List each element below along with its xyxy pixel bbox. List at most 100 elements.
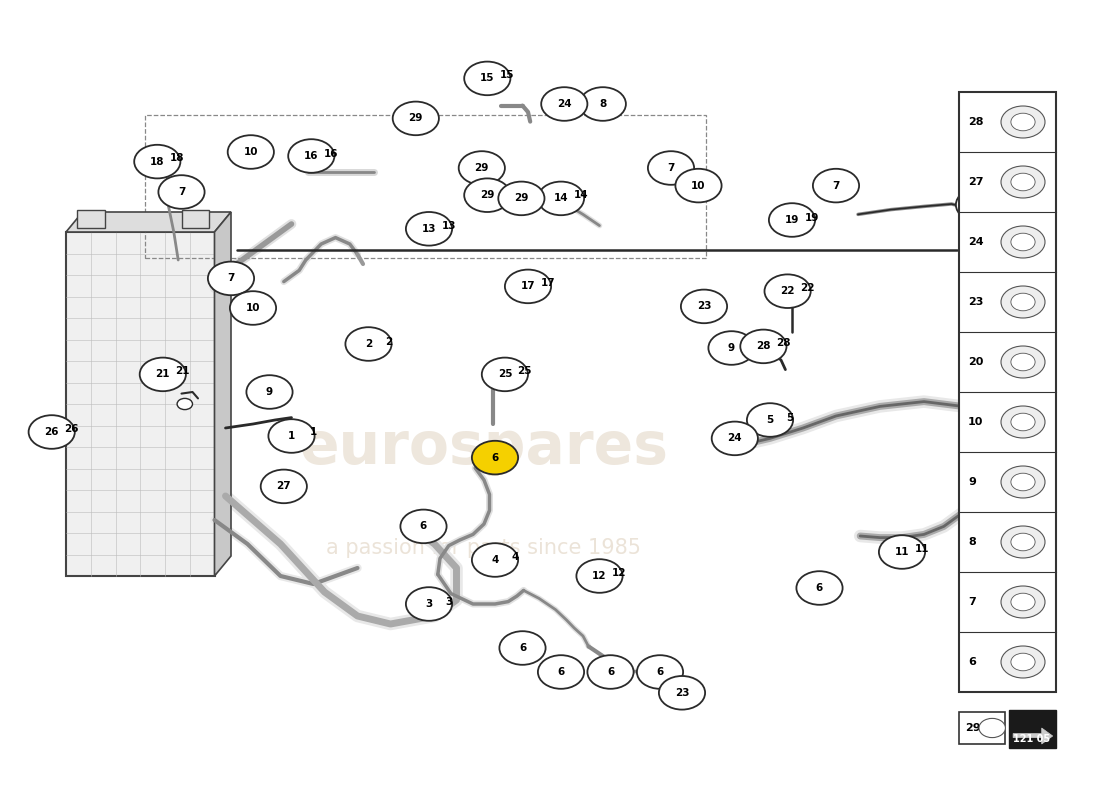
Text: 14: 14 (553, 194, 569, 203)
Circle shape (1011, 174, 1035, 190)
Text: 20: 20 (980, 517, 996, 526)
Text: 11: 11 (914, 544, 929, 554)
Text: 29: 29 (408, 114, 424, 123)
Text: 24: 24 (557, 99, 572, 109)
Text: 1: 1 (310, 427, 317, 437)
Circle shape (637, 655, 683, 689)
Bar (959, 712, 1005, 744)
Text: 6: 6 (816, 583, 823, 593)
Circle shape (769, 203, 815, 237)
Text: a passion for parts since 1985: a passion for parts since 1985 (327, 538, 641, 558)
Circle shape (393, 102, 439, 135)
Circle shape (675, 169, 722, 202)
Text: 6: 6 (519, 643, 526, 653)
Text: 25: 25 (497, 370, 513, 379)
Text: 7: 7 (178, 187, 185, 197)
Circle shape (747, 403, 793, 437)
Circle shape (796, 571, 843, 605)
Circle shape (1001, 406, 1045, 438)
Text: 10: 10 (968, 417, 983, 427)
Text: 1: 1 (288, 431, 295, 441)
Text: 15: 15 (499, 70, 515, 80)
Circle shape (499, 631, 546, 665)
Text: 18: 18 (169, 154, 185, 163)
Circle shape (406, 212, 452, 246)
Text: 23: 23 (674, 688, 690, 698)
Text: 22: 22 (800, 283, 815, 293)
Circle shape (400, 510, 447, 543)
Text: eurospares: eurospares (299, 419, 669, 477)
Text: 4: 4 (512, 552, 518, 562)
Circle shape (1001, 586, 1045, 618)
Circle shape (498, 182, 544, 215)
Circle shape (464, 178, 510, 212)
Text: 29: 29 (480, 190, 495, 200)
Circle shape (472, 441, 518, 474)
Circle shape (1011, 473, 1035, 490)
Bar (66, 232, 214, 576)
Circle shape (261, 470, 307, 503)
Circle shape (1001, 226, 1045, 258)
Circle shape (1011, 113, 1035, 130)
Bar (959, 92, 1056, 692)
Text: 15: 15 (480, 74, 495, 83)
Text: 10: 10 (245, 303, 261, 313)
Text: 17: 17 (540, 278, 556, 288)
Circle shape (406, 587, 452, 621)
Circle shape (472, 543, 518, 577)
Polygon shape (214, 212, 231, 576)
Circle shape (345, 327, 392, 361)
Bar (182, 210, 209, 228)
Text: 5: 5 (786, 413, 793, 422)
Circle shape (1001, 346, 1045, 378)
Circle shape (158, 175, 205, 209)
Text: 7: 7 (228, 274, 234, 283)
Text: 22: 22 (780, 286, 795, 296)
Text: 9: 9 (266, 387, 273, 397)
Text: 7: 7 (833, 181, 839, 190)
Circle shape (177, 398, 192, 410)
Circle shape (764, 274, 811, 308)
Text: 16: 16 (304, 151, 319, 161)
Circle shape (1001, 286, 1045, 318)
Text: 29: 29 (514, 194, 529, 203)
Text: 19: 19 (804, 213, 820, 222)
Text: 28: 28 (968, 117, 983, 127)
Text: 12: 12 (612, 568, 627, 578)
Text: 10: 10 (243, 147, 258, 157)
Text: 28: 28 (756, 342, 771, 351)
Polygon shape (1013, 728, 1053, 744)
Circle shape (965, 477, 1011, 510)
Circle shape (1011, 353, 1035, 370)
Circle shape (1001, 166, 1045, 198)
Text: 28: 28 (776, 338, 791, 348)
Text: 20: 20 (980, 489, 996, 498)
Text: 21: 21 (155, 370, 170, 379)
Text: 23: 23 (696, 302, 712, 311)
Text: 2: 2 (365, 339, 372, 349)
Text: 20: 20 (968, 357, 983, 367)
Text: 6: 6 (558, 667, 564, 677)
Text: 26: 26 (64, 424, 79, 434)
Text: 4: 4 (492, 555, 498, 565)
Circle shape (1011, 593, 1035, 611)
Circle shape (1001, 106, 1045, 138)
Circle shape (979, 718, 1005, 738)
Circle shape (587, 655, 634, 689)
Text: 3: 3 (446, 597, 452, 606)
Circle shape (268, 419, 315, 453)
Circle shape (140, 358, 186, 391)
Bar (1009, 710, 1056, 748)
Text: 7: 7 (668, 163, 674, 173)
Circle shape (482, 358, 528, 391)
Circle shape (288, 139, 334, 173)
Text: 6: 6 (607, 667, 614, 677)
Text: 26: 26 (44, 427, 59, 437)
Text: 6: 6 (657, 667, 663, 677)
Circle shape (813, 169, 859, 202)
Text: 27: 27 (968, 177, 983, 187)
Text: 5: 5 (767, 415, 773, 425)
Text: 2: 2 (385, 338, 392, 347)
Text: 18: 18 (150, 157, 165, 166)
Circle shape (712, 422, 758, 455)
